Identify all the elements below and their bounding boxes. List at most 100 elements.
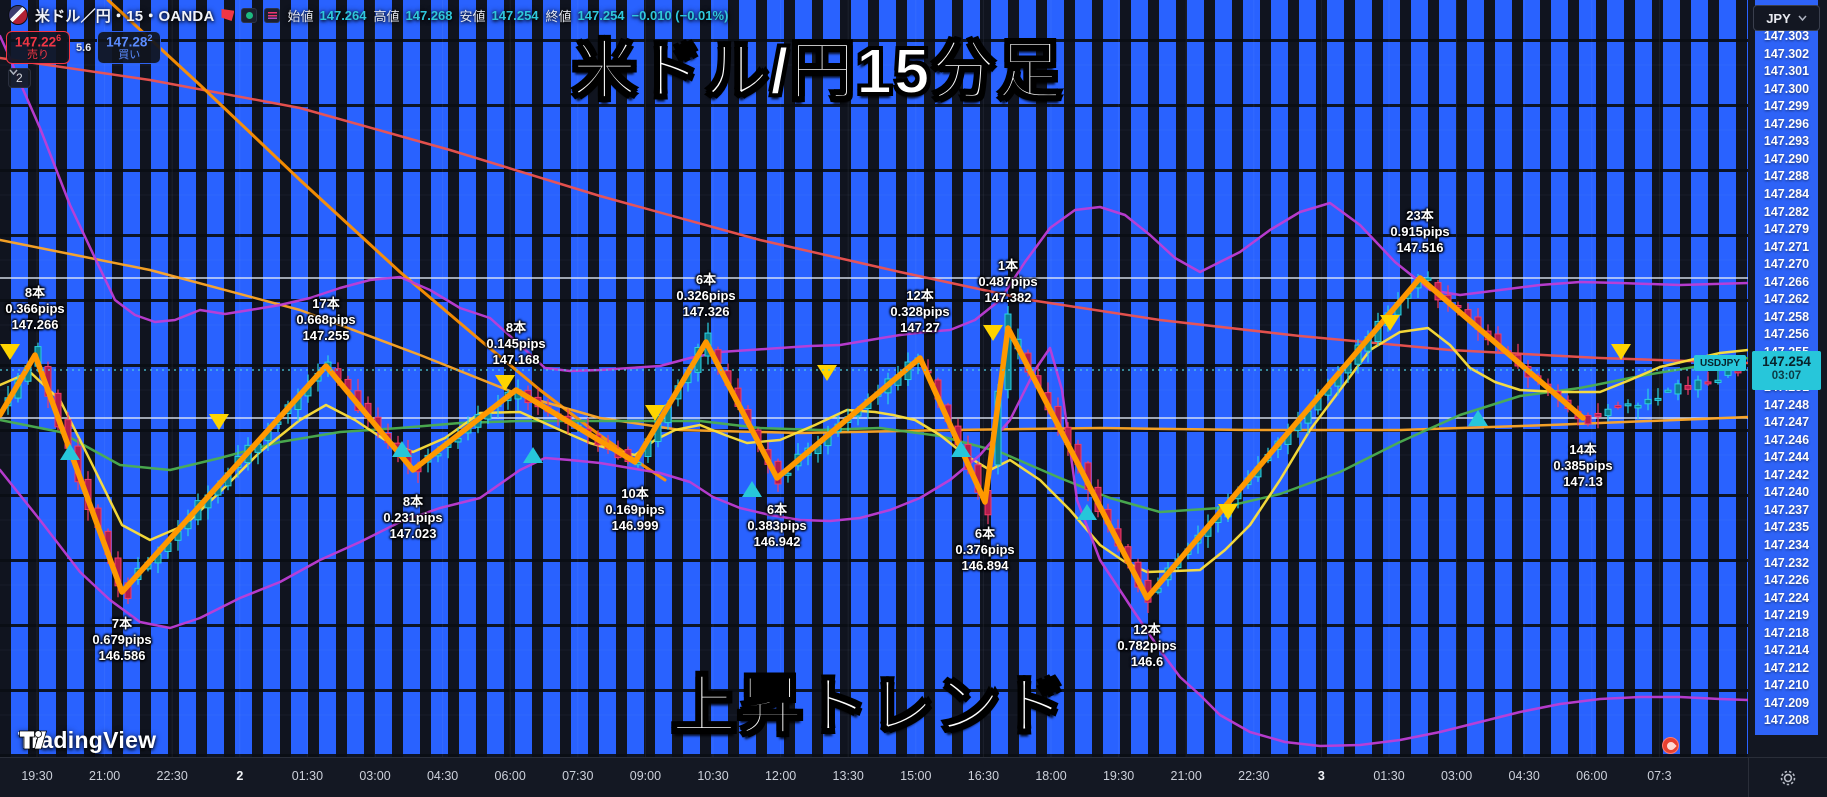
time-axis-label: 07:30 bbox=[562, 769, 594, 783]
symbol-toolbar: 米ドル／円・15・OANDA 始値 147.264 高値 147.268 安値 147… bbox=[8, 4, 728, 26]
price-scale-label: 147.218 bbox=[1763, 625, 1810, 640]
time-axis-label: 3 bbox=[1317, 769, 1325, 783]
price-scale-label: 147.293 bbox=[1763, 134, 1810, 149]
settings-gear-icon[interactable] bbox=[1778, 768, 1798, 788]
page-title: 米ドル/円15分足 bbox=[572, 34, 1064, 108]
ohlc-close: 終値 147.254 bbox=[545, 7, 625, 24]
zigzag-pivot-label: 7本 0.679pips 146.586 bbox=[92, 616, 152, 663]
price-scale-label: 147.242 bbox=[1763, 467, 1810, 482]
zigzag-pivot-label: 1本 0.487pips 147.382 bbox=[978, 258, 1038, 305]
chart-canvas[interactable]: 8本 0.366pips 147.266 7本 0.679pips 146.586 17本 0… bbox=[0, 0, 1748, 757]
price-scale-label: 147.258 bbox=[1763, 309, 1810, 324]
currency-toggle-button[interactable]: JPY bbox=[1753, 5, 1820, 31]
indicator-icon[interactable] bbox=[264, 7, 281, 23]
price-scale-label: 147.262 bbox=[1763, 292, 1810, 307]
price-scale-label: 147.224 bbox=[1763, 590, 1810, 605]
trend-title: 上昇トレンド bbox=[671, 669, 1068, 743]
price-scale-label: 147.248 bbox=[1763, 397, 1810, 412]
time-axis-label: 18:00 bbox=[1035, 769, 1067, 783]
time-axis-label: 03:00 bbox=[359, 769, 391, 783]
time-axis-label: 19:30 bbox=[21, 769, 53, 783]
chevron-down-icon bbox=[1798, 15, 1807, 21]
axis-settings-corner bbox=[1748, 757, 1827, 797]
time-axis-label: 21:00 bbox=[1170, 769, 1202, 783]
price-scale-label: 147.299 bbox=[1763, 99, 1810, 114]
price-scale-label: 147.303 bbox=[1763, 29, 1810, 43]
time-axis-label: 22:30 bbox=[156, 769, 188, 783]
buy-button[interactable]: 147.282 買い bbox=[97, 31, 162, 64]
price-scale-label: 147.266 bbox=[1763, 274, 1810, 289]
zigzag-pivot-label: 8本 0.231pips 147.023 bbox=[383, 494, 443, 541]
price-scale-label: 147.208 bbox=[1763, 713, 1810, 728]
price-scale-label: 147.300 bbox=[1763, 81, 1810, 96]
zigzag-pivot-label: 8本 0.366pips 147.266 bbox=[5, 285, 65, 332]
lot-size-widget[interactable]: 2 bbox=[8, 68, 31, 88]
tradingview-logo-icon bbox=[19, 730, 47, 750]
price-scale-label: 147.226 bbox=[1763, 573, 1810, 588]
current-price-badge: 147.254 03:07 bbox=[1752, 351, 1821, 390]
price-scale-label: 147.232 bbox=[1763, 555, 1810, 570]
sell-button[interactable]: 147.226 売り bbox=[6, 31, 70, 64]
zigzag-pivot-label: 12本 0.782pips 146.6 bbox=[1117, 622, 1177, 669]
time-axis-label: 13:30 bbox=[832, 769, 864, 783]
time-axis-label: 19:30 bbox=[1102, 769, 1135, 783]
price-scale-label: 147.214 bbox=[1763, 643, 1810, 658]
green-dot-icon bbox=[245, 11, 253, 19]
price-scale[interactable]: 147.303 147.302 147.301 147.300 147.299 147.2… bbox=[1748, 0, 1827, 757]
candle-style-icon[interactable] bbox=[241, 7, 258, 23]
time-axis-label: 06:00 bbox=[1576, 769, 1608, 783]
time-axis-label: 21:00 bbox=[88, 769, 121, 783]
bar-countdown: 03:07 bbox=[1771, 370, 1802, 383]
zigzag-pivot-label: 8本 0.145pips 147.168 bbox=[486, 320, 546, 367]
price-change: −0.010 (−0.01%) bbox=[631, 7, 729, 23]
time-axis-label: 01:30 bbox=[291, 769, 324, 783]
price-scale-label: 147.247 bbox=[1763, 415, 1810, 430]
price-scale-label: 147.296 bbox=[1763, 116, 1810, 131]
time-axis-label: 16:30 bbox=[967, 769, 1000, 783]
time-axis-label: 07:3 bbox=[1647, 769, 1672, 783]
zigzag-pivot-label: 12本 0.328pips 147.27 bbox=[890, 288, 950, 335]
chevron-down-icon bbox=[9, 69, 18, 75]
time-axis-label: 09:00 bbox=[629, 769, 662, 783]
price-scale-label: 147.234 bbox=[1763, 537, 1810, 552]
time-axis-label: 15:00 bbox=[900, 769, 932, 783]
price-scale-label: 147.302 bbox=[1763, 46, 1810, 61]
symbol-price-tag: USDJPY bbox=[1694, 355, 1746, 371]
price-scale-label: 147.271 bbox=[1763, 239, 1810, 254]
price-scale-label: 147.288 bbox=[1763, 169, 1810, 184]
price-scale-label: 147.240 bbox=[1763, 485, 1810, 500]
price-scale-label: 147.237 bbox=[1763, 502, 1810, 517]
wave-icon bbox=[267, 11, 277, 19]
zigzag-pivot-label: 23本 0.915pips 147.516 bbox=[1390, 208, 1450, 255]
flag-bookmark-icon[interactable] bbox=[221, 9, 235, 21]
symbol-name[interactable]: 米ドル／円・15・OANDA bbox=[35, 7, 215, 25]
time-axis-label: 04:30 bbox=[1508, 769, 1540, 783]
time-axis-label: 01:30 bbox=[1373, 769, 1405, 783]
ohlc-low: 安値 147.254 bbox=[459, 7, 539, 24]
price-scale-label: 147.301 bbox=[1763, 64, 1810, 79]
ohlc-open: 始値 147.264 bbox=[287, 7, 367, 24]
time-axis-label: 10:30 bbox=[697, 769, 729, 783]
zigzag-pivot-label: 6本 0.383pips 146.942 bbox=[747, 502, 807, 549]
spread-value: 5.6 bbox=[76, 41, 92, 54]
price-scale-label: 147.210 bbox=[1763, 678, 1810, 693]
time-axis[interactable]: 19:30 21:00 22:30 2 01:30 03:00 04:30 06:00 07:3… bbox=[0, 757, 1748, 797]
price-scale-label: 147.235 bbox=[1763, 520, 1810, 535]
price-scale-label: 147.256 bbox=[1763, 327, 1810, 342]
tradingview-logo[interactable]: TradingView bbox=[18, 727, 157, 753]
time-axis-label: 2 bbox=[236, 769, 244, 783]
price-scale-label: 147.244 bbox=[1763, 450, 1810, 465]
ohlc-high: 高値 147.268 bbox=[373, 7, 453, 24]
time-axis-label: 22:30 bbox=[1238, 769, 1270, 783]
price-scale-label: 147.284 bbox=[1763, 186, 1810, 201]
price-scale-label: 147.209 bbox=[1763, 695, 1810, 710]
zigzag-pivot-label: 6本 0.376pips 146.894 bbox=[955, 526, 1015, 573]
chart-plot bbox=[0, 0, 1748, 757]
time-axis-label: 03:00 bbox=[1440, 769, 1473, 783]
price-scale-label: 147.246 bbox=[1763, 432, 1810, 447]
order-panel: 147.226 売り 5.6 147.282 買い bbox=[6, 31, 162, 64]
fire-badge-icon[interactable] bbox=[1662, 737, 1679, 754]
zigzag-pivot-label: 10本 0.169pips 146.999 bbox=[605, 486, 665, 533]
price-scale-label: 147.212 bbox=[1763, 660, 1810, 675]
